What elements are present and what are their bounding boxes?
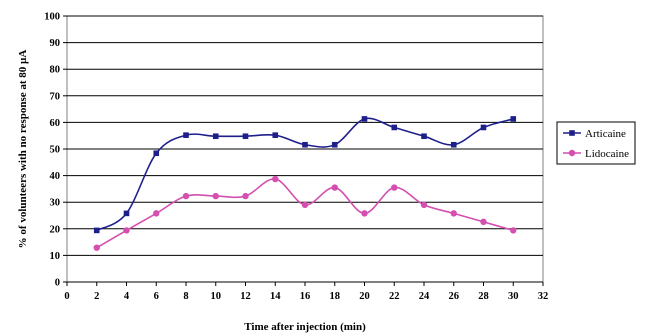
x-tick-label: 28	[478, 291, 489, 302]
x-tick-label: 8	[183, 291, 188, 302]
x-tick-label: 32	[538, 291, 549, 302]
legend-label-articaine: Articaine	[585, 128, 626, 140]
data-point-articaine	[510, 116, 517, 122]
data-point-lidocaine	[242, 192, 249, 200]
x-axis-tick-labels: 0 2 4 6 8 10 12 14 16 18 20 22 24 26 28 30 32	[64, 291, 548, 302]
data-point-articaine	[331, 141, 338, 148]
data-point-articaine	[212, 133, 219, 140]
series-lines	[93, 116, 517, 251]
x-tick-label: 6	[154, 291, 159, 302]
x-tick-label: 14	[270, 291, 281, 302]
y-tick-label: 50	[50, 145, 61, 156]
data-point-articaine	[272, 132, 279, 138]
legend: Articaine Lidocaine	[556, 121, 636, 165]
data-point-articaine	[450, 141, 457, 148]
y-tick-label: 40	[50, 171, 61, 182]
y-tick-label: 60	[50, 118, 61, 129]
x-tick-label: 10	[211, 291, 222, 302]
data-point-articaine	[361, 116, 368, 122]
data-point-lidocaine	[272, 175, 279, 183]
x-tick-label: 24	[419, 291, 430, 302]
data-point-lidocaine	[123, 227, 130, 234]
data-point-lidocaine	[361, 210, 368, 217]
y-axis-tick-labels: 0 10 20 30 40 50 60 70 80 90 100	[44, 12, 60, 289]
x-tick-label: 30	[508, 291, 519, 302]
data-point-lidocaine	[301, 201, 309, 209]
y-tick-label: 30	[50, 198, 61, 209]
data-point-articaine	[123, 210, 130, 217]
y-tick-label: 70	[50, 91, 61, 102]
data-point-articaine	[421, 133, 427, 140]
x-axis-title: Time after injection (min)	[244, 321, 366, 333]
y-tick-label: 100	[44, 12, 60, 23]
data-point-lidocaine	[510, 227, 517, 234]
gridlines	[63, 15, 544, 286]
data-point-lidocaine	[450, 210, 457, 217]
data-point-articaine	[391, 124, 398, 131]
x-tick-label: 2	[94, 291, 99, 302]
data-point-articaine	[93, 227, 100, 234]
x-tick-label: 0	[64, 291, 69, 302]
x-tick-label: 4	[124, 291, 130, 302]
legend-marker-lidocaine	[568, 149, 576, 157]
data-point-articaine	[302, 141, 308, 148]
y-tick-label: 0	[55, 278, 60, 289]
x-tick-label: 26	[449, 291, 460, 302]
data-point-lidocaine	[420, 201, 428, 209]
legend-marker-articaine	[569, 130, 575, 136]
legend-box	[556, 121, 636, 165]
data-point-articaine	[242, 133, 249, 140]
y-tick-label: 20	[50, 224, 61, 235]
data-point-lidocaine	[182, 192, 190, 200]
x-tick-label: 18	[330, 291, 341, 302]
data-point-lidocaine	[480, 218, 487, 226]
data-point-lidocaine	[93, 244, 100, 251]
data-point-articaine	[183, 132, 189, 138]
data-point-lidocaine	[391, 184, 398, 191]
data-point-lidocaine	[153, 210, 160, 217]
x-tick-label: 22	[389, 291, 400, 302]
y-tick-label: 10	[50, 251, 61, 262]
y-tick-label: 90	[50, 38, 61, 49]
data-point-articaine	[153, 150, 160, 157]
legend-label-lidocaine: Lidocaine	[585, 148, 629, 160]
y-axis-title: % of volunteers with no response at 80 µ…	[17, 50, 29, 249]
data-point-lidocaine	[331, 184, 338, 191]
data-point-lidocaine	[212, 192, 219, 200]
x-tick-label: 20	[359, 291, 370, 302]
data-point-articaine	[480, 124, 487, 131]
x-tick-label: 12	[240, 291, 251, 302]
y-tick-label: 80	[50, 65, 61, 76]
x-tick-label: 16	[300, 291, 311, 302]
